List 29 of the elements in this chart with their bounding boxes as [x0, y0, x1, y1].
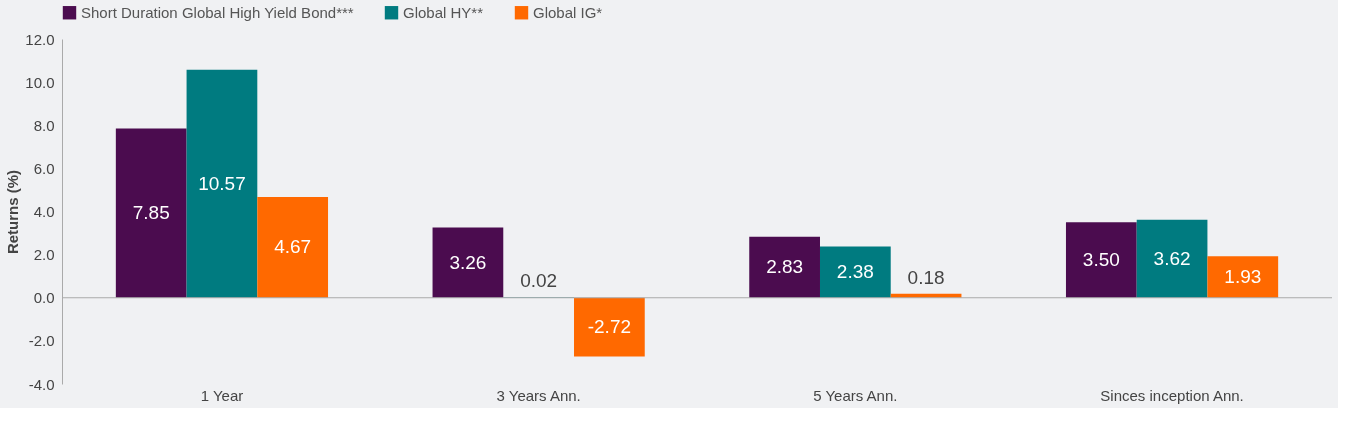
data-label: 0.18: [907, 266, 945, 288]
data-label: 2.83: [766, 256, 804, 278]
y-tick-label: -2.0: [28, 332, 55, 350]
legend-label: Short Duration Global High Yield Bond***: [81, 3, 354, 21]
data-label: 10.57: [198, 172, 246, 194]
x-tick-label: 5 Years Ann.: [813, 386, 898, 404]
data-label: 4.67: [274, 236, 312, 258]
data-label: 1.93: [1224, 265, 1262, 287]
y-tick-label: 12.0: [25, 30, 55, 48]
data-label: 3.62: [1153, 247, 1191, 269]
data-label: 3.50: [1082, 249, 1120, 271]
data-label: 3.26: [449, 251, 487, 273]
x-tick-label: 1 Year: [200, 386, 244, 404]
y-tick-label: 4.0: [33, 203, 55, 220]
data-label: 2.38: [836, 261, 874, 283]
y-tick-label: 2.0: [33, 246, 55, 264]
y-tick-label: 8.0: [33, 116, 55, 134]
data-label: 0.02: [520, 270, 558, 292]
y-tick-label: 0.0: [33, 289, 55, 307]
x-tick-label: 3 Years Ann.: [496, 386, 581, 404]
data-label: -2.72: [587, 316, 632, 338]
legend-label: Global IG*: [533, 3, 603, 21]
legend-label: Global HY**: [403, 3, 484, 21]
data-label: 7.85: [132, 202, 170, 224]
y-axis-title: Returns (%): [4, 169, 22, 255]
x-tick-label: Sinces inception Ann.: [1100, 386, 1244, 404]
y-tick-label: -4.0: [28, 375, 55, 393]
y-tick-label: 6.0: [33, 159, 55, 177]
y-tick-label: 10.0: [25, 73, 55, 91]
